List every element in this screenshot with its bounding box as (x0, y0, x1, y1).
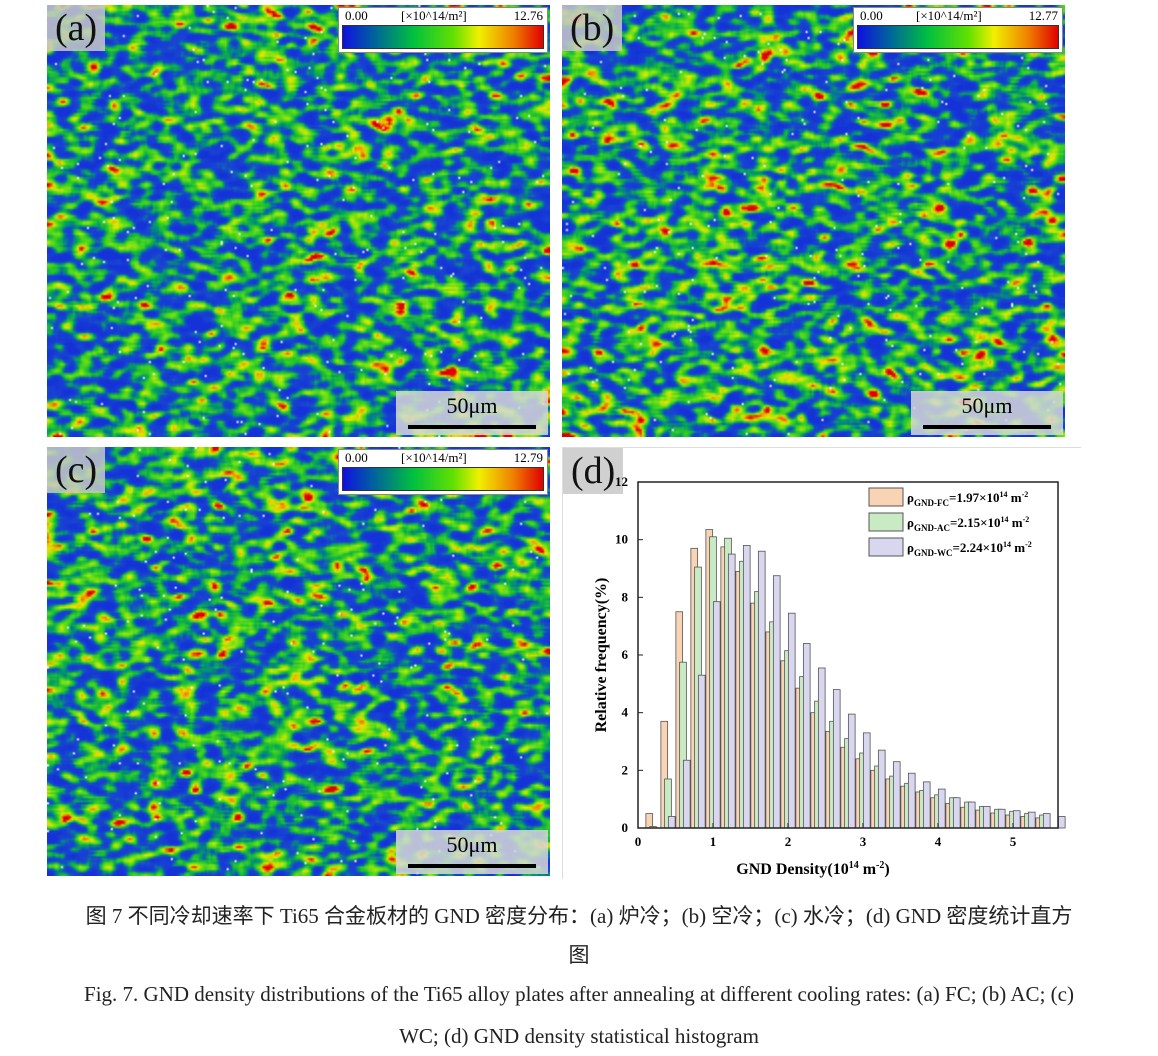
x-tick-label: 4 (935, 834, 942, 849)
scale-label: 50μm (446, 393, 498, 418)
gnd-map-image (47, 5, 550, 437)
colorbar-max: 12.79 (513, 450, 543, 465)
histogram-bar-gnd-wc (697, 674, 706, 829)
gnd-map-wc: (c) 0.00 [×10^14/m²] 12.79 50μm (47, 447, 550, 876)
colorbar-min: 0.00 (345, 8, 368, 23)
legend-label: ρGND-AC=2.15×1014 m-2 (907, 515, 1029, 533)
colorbar-gradient (857, 25, 1059, 49)
x-tick-label: 2 (785, 834, 792, 849)
colorbar-unit: [×10^14/m²] (401, 450, 467, 465)
scale-line (408, 864, 536, 868)
gnd-map-fc: (a) 0.00 [×10^14/m²] 12.76 50μm (47, 5, 550, 437)
histogram-bar-gnd-wc (877, 749, 886, 829)
histogram-bar-gnd-wc (757, 550, 766, 829)
panel-label: (b) (562, 5, 623, 51)
histogram-bar-gnd-wc (937, 788, 946, 829)
caption-en-line1: Fig. 7. GND density distributions of the… (84, 982, 1074, 1006)
colorbar-min: 0.00 (345, 450, 368, 465)
caption-zh-line1: 图 7 不同冷却速率下 Ti65 合金板材的 GND 密度分布：(a) 炉冷；(… (85, 904, 1073, 928)
histogram-bar-gnd-wc (892, 761, 901, 829)
histogram-bar-gnd-wc (907, 772, 916, 829)
panel-label: (d) (563, 448, 624, 494)
panel-label: (a) (47, 5, 106, 51)
histogram-bar-gnd-wc (1027, 811, 1036, 829)
histogram-bar-gnd-wc (832, 689, 841, 829)
histogram-bar-gnd-wc (712, 601, 721, 829)
histogram-bar-gnd-wc (967, 801, 976, 829)
x-tick-label: 1 (710, 834, 717, 849)
x-axis-label: GND Density(1014 m-2) (736, 860, 889, 878)
x-tick-label: 0 (635, 834, 642, 849)
y-tick-label: 6 (622, 647, 629, 662)
legend-label: ρGND-WC=2.24×1014 m-2 (907, 540, 1032, 558)
colorbar-min: 0.00 (860, 8, 883, 23)
caption-zh-line2: 图 (568, 943, 590, 967)
y-tick-label: 0 (622, 820, 629, 835)
histogram-bar-gnd-wc (862, 732, 871, 829)
colorbar: 0.00 [×10^14/m²] 12.77 (853, 7, 1063, 53)
x-tick-label: 5 (1010, 834, 1017, 849)
x-tick-label: 3 (860, 834, 867, 849)
colorbar-unit: [×10^14/m²] (916, 8, 982, 23)
colorbar: 0.00 [×10^14/m²] 12.76 (338, 7, 548, 53)
y-tick-label: 4 (622, 705, 629, 720)
y-tick-label: 12 (615, 474, 628, 489)
histogram-bar-gnd-wc (787, 612, 796, 829)
histogram-bar-gnd-wc (997, 808, 1006, 829)
y-tick-label: 10 (615, 532, 628, 547)
colorbar-max: 12.76 (513, 8, 543, 23)
histogram-panel: (d) 0 1 2 3 4 5 0 2 4 6 8 10 12 GND Density(1014 m-2… (562, 447, 1081, 879)
scale-bar: 50μm (396, 830, 548, 874)
colorbar: 0.00 [×10^14/m²] 12.79 (338, 449, 548, 495)
histogram-bar-gnd-wc (682, 759, 691, 829)
gnd-map-ac: (b) 0.00 [×10^14/m²] 12.77 50μm (562, 5, 1065, 437)
gnd-map-image (562, 5, 1065, 437)
gnd-map-image (47, 447, 550, 876)
histogram-bar-gnd-wc (982, 805, 991, 829)
histogram-bar-gnd-wc (772, 575, 781, 829)
histogram-bar-gnd-wc (727, 553, 736, 829)
panel-label: (c) (47, 447, 106, 493)
y-tick-label: 8 (622, 589, 629, 604)
histogram-bar-gnd-wc (847, 713, 856, 829)
histogram-bar-gnd-wc (742, 545, 751, 829)
colorbar-gradient (342, 25, 544, 49)
legend-swatch (868, 512, 904, 532)
caption-en-line2: WC; (d) GND density statistical histogra… (399, 1024, 759, 1048)
y-axis-label: Relative frequency(%) (593, 578, 610, 733)
scale-bar: 50μm (911, 391, 1063, 435)
histogram-bar-gnd-wc (922, 781, 931, 829)
histogram-bar-gnd-wc (1057, 816, 1066, 829)
scale-label: 50μm (446, 832, 498, 857)
histogram-bar-gnd-wc (1012, 810, 1021, 829)
scale-bar: 50μm (396, 391, 548, 435)
histogram-bar-gnd-fc (645, 813, 654, 829)
colorbar-unit: [×10^14/m²] (401, 8, 467, 23)
histogram-bar-gnd-wc (667, 816, 676, 829)
legend-swatch (868, 537, 904, 557)
legend-swatch (868, 487, 904, 507)
histogram-bar-gnd-wc (802, 643, 811, 829)
y-tick-label: 2 (622, 762, 629, 777)
histogram-bar-gnd-wc (1042, 813, 1051, 829)
scale-label: 50μm (961, 393, 1013, 418)
colorbar-gradient (342, 467, 544, 491)
scale-line (408, 425, 536, 429)
histogram-bar-gnd-wc (952, 797, 961, 829)
scale-line (923, 425, 1051, 429)
histogram-bar-gnd-wc (817, 667, 826, 829)
colorbar-max: 12.77 (1028, 8, 1058, 23)
legend-label: ρGND-FC=1.97×1014 m-2 (907, 490, 1028, 508)
